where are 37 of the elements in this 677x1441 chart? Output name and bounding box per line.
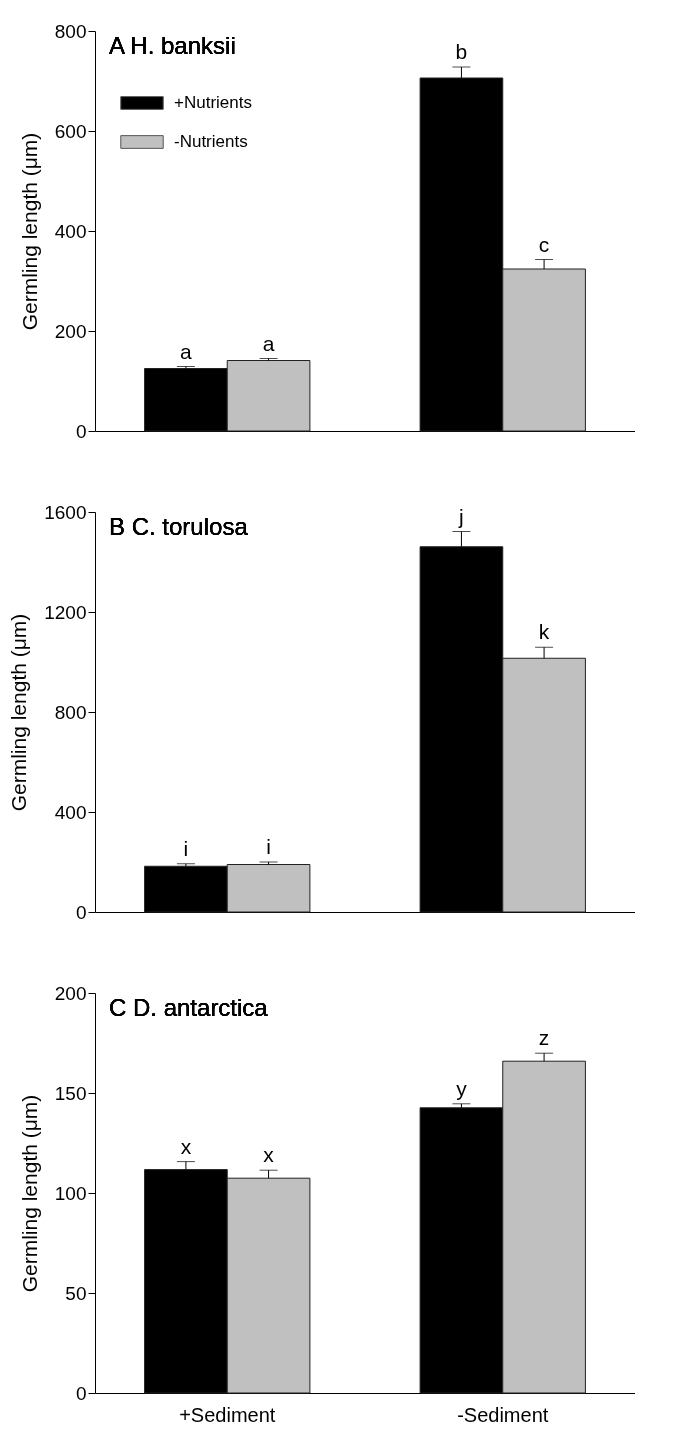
y-tick-label: 150	[54, 1082, 87, 1104]
data-label: j	[458, 504, 464, 528]
y-tick-label: 100	[54, 1182, 87, 1204]
data-label: c	[538, 232, 550, 256]
y-tick-label: 0	[75, 420, 87, 442]
data-label: x	[263, 1143, 275, 1167]
data-label: b	[455, 40, 468, 63]
x-tick-label: -Sediment	[457, 1403, 549, 1426]
y-tick-label: 1600	[44, 501, 87, 523]
y-tick-label: 0	[75, 1382, 87, 1404]
y-tick-label: 800	[54, 701, 87, 723]
y-tick-label: 400	[54, 220, 87, 242]
y-tick-label: 200	[54, 982, 87, 1004]
y-tick-label: 200	[54, 320, 87, 342]
y-axis-title: Germling length (μm)	[7, 613, 31, 812]
x-tick-label: +Sediment	[179, 1403, 276, 1426]
y-tick-label: 400	[54, 801, 87, 823]
data-label: a	[180, 339, 193, 363]
y-axis-title: Germling length (μm)	[17, 1094, 41, 1293]
legend-label: -Nutrients	[174, 132, 248, 151]
y-tick-label: 50	[65, 1282, 87, 1304]
data-label: y	[456, 1076, 468, 1100]
y-axis-title: Germling length (μm)	[17, 132, 41, 331]
y-tick-label: 1200	[44, 601, 87, 623]
data-label: i	[183, 836, 189, 860]
chart-title: B C. torulosa	[109, 513, 249, 540]
data-label: i	[266, 835, 271, 858]
chart-title: A H. banksii	[109, 32, 236, 59]
y-tick-label: 800	[54, 20, 87, 42]
chart-title: C D. antarctica	[109, 994, 269, 1021]
legend-label: +Nutrients	[174, 93, 252, 112]
data-label: x	[180, 1134, 192, 1158]
data-label: z	[538, 1026, 550, 1050]
y-tick-label: 600	[54, 120, 87, 142]
data-label: a	[262, 331, 275, 355]
y-tick-label: 0	[75, 901, 87, 923]
data-label: k	[538, 620, 550, 644]
